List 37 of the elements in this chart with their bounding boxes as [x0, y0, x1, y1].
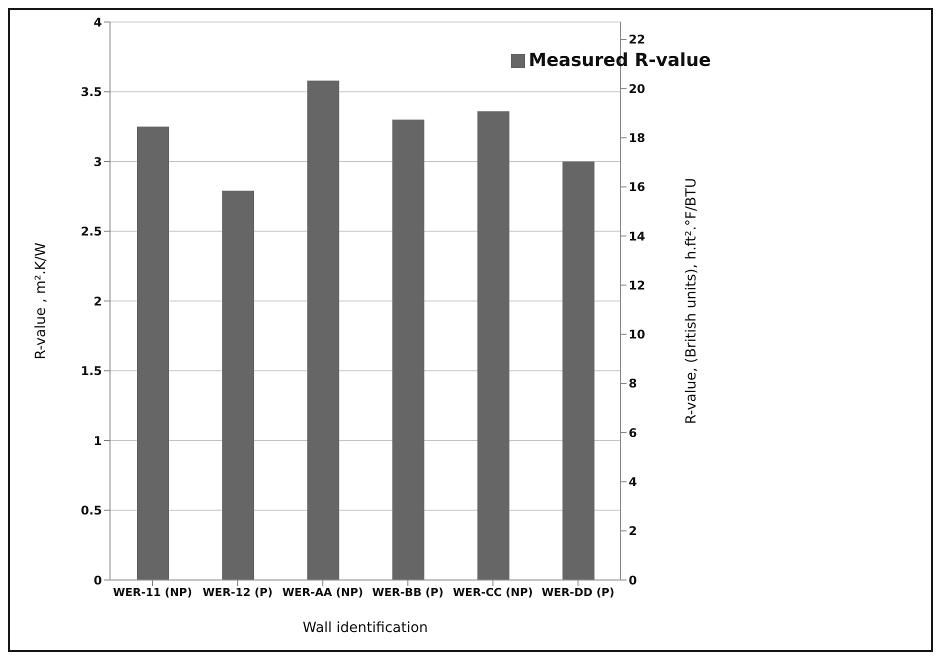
- y2-tick-label: 16: [628, 180, 646, 194]
- x-tick-label: WER-11 (NP): [112, 586, 192, 599]
- y2-tick-label: 20: [628, 82, 646, 96]
- bar: [477, 111, 510, 580]
- y2-tick-label: 0: [628, 573, 637, 588]
- y-tick-label: 3: [94, 154, 102, 169]
- y2-tick-label: 2: [628, 524, 637, 538]
- y2-tick-label: 8: [628, 376, 637, 391]
- y2-tick-label: 14: [628, 229, 646, 244]
- x-tick-label: WER-AA (NP): [282, 586, 364, 599]
- y-tick-label: 1: [94, 434, 102, 448]
- y-tick-label: 4: [94, 15, 102, 30]
- y2-tick-label: 10: [628, 328, 646, 342]
- bar: [222, 190, 254, 580]
- bar: [392, 120, 424, 580]
- y-tick-label: 0: [94, 573, 102, 588]
- y2-tick-label: 12: [628, 278, 646, 292]
- bar: [137, 126, 169, 580]
- y2-tick-label: 4: [628, 474, 637, 489]
- y2-tick-label: 18: [628, 130, 646, 145]
- bar: [562, 162, 594, 580]
- y-tick-label: 0.5: [80, 504, 102, 518]
- y2-tick-label: 6: [628, 426, 637, 440]
- bar: [307, 80, 340, 580]
- y-tick-label: 2: [94, 294, 102, 308]
- y-tick-label: 1.5: [80, 364, 102, 378]
- x-axis-title: Wall identification: [302, 620, 428, 636]
- x-tick-label: WER-12 (P): [202, 586, 273, 599]
- x-tick-label: WER-BB (P): [372, 586, 444, 599]
- x-tick-label: WER-CC (NP): [452, 586, 533, 599]
- y2-tick-label: 22: [628, 32, 646, 47]
- legend-label: Measured R-value: [528, 50, 711, 71]
- y-tick-label: 2.5: [80, 224, 102, 239]
- y-axis-title: R-value , m².K/W: [32, 242, 49, 360]
- x-tick-label: WER-DD (P): [542, 586, 614, 599]
- y2-axis-title: R-value, (British units), h.ft².°F/BTU: [684, 178, 700, 424]
- y-tick-label: 3.5: [80, 85, 102, 100]
